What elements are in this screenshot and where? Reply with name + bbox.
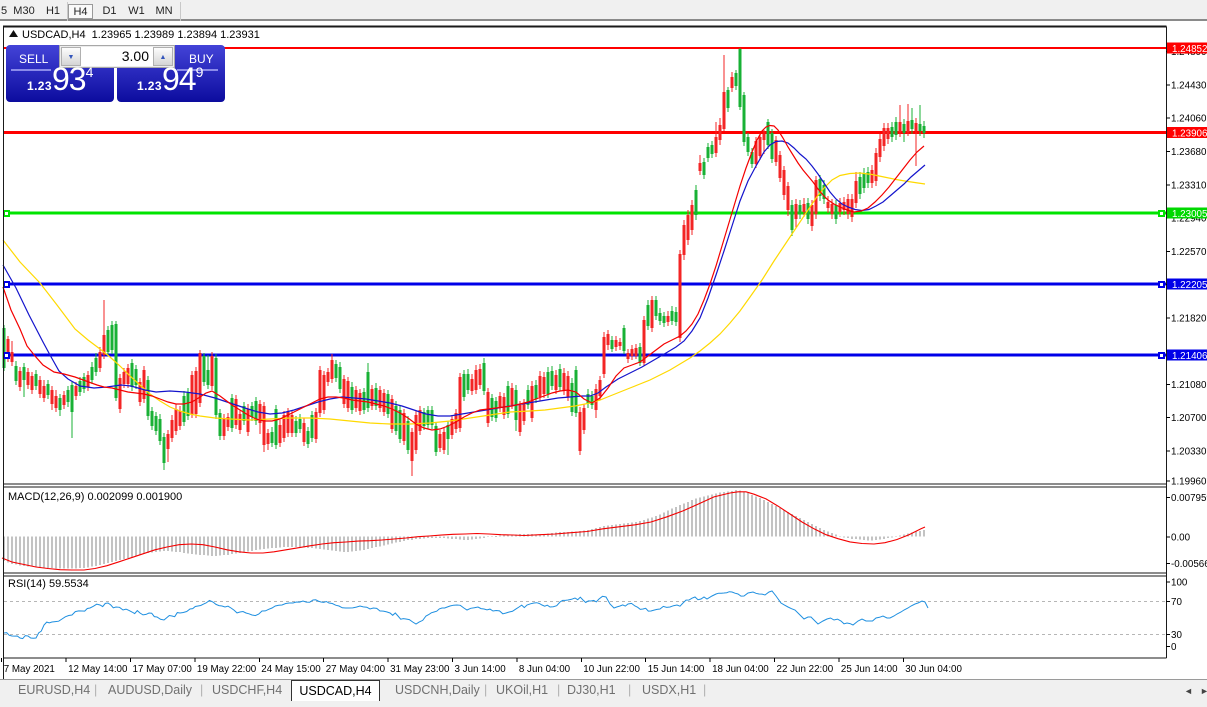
svg-text:1.23005: 1.23005 <box>1172 209 1207 220</box>
svg-text:MACD(12,26,9) 0.002099 0.00190: MACD(12,26,9) 0.002099 0.001900 <box>8 491 182 503</box>
svg-text:18 Jun 04:00: 18 Jun 04:00 <box>712 664 769 675</box>
svg-text:1.24430: 1.24430 <box>1171 81 1207 92</box>
svg-text:1.23680: 1.23680 <box>1171 147 1207 158</box>
svg-text:1.23310: 1.23310 <box>1171 180 1207 191</box>
svg-text:1.22940: 1.22940 <box>1171 214 1207 225</box>
svg-text:1.24852: 1.24852 <box>1172 44 1207 55</box>
svg-text:30 Jun 04:00: 30 Jun 04:00 <box>905 664 962 675</box>
svg-text:1.23906: 1.23906 <box>1172 129 1207 140</box>
svg-text:70: 70 <box>1171 597 1182 608</box>
svg-text:8 Jun 04:00: 8 Jun 04:00 <box>519 664 571 675</box>
svg-text:1.22570: 1.22570 <box>1171 247 1207 258</box>
svg-text:31 May 23:00: 31 May 23:00 <box>390 664 450 675</box>
svg-text:3 Jun 14:00: 3 Jun 14:00 <box>455 664 507 675</box>
svg-text:1.24060: 1.24060 <box>1171 114 1207 125</box>
svg-text:USDCAD,H4 1.23965 1.23989 1.2: USDCAD,H4 1.23965 1.23989 1.23894 1.2393… <box>22 29 260 41</box>
svg-text:12 May 14:00: 12 May 14:00 <box>68 664 128 675</box>
svg-text:0.007959: 0.007959 <box>1171 493 1207 504</box>
svg-text:1.21820: 1.21820 <box>1171 313 1207 324</box>
svg-text:1.22205: 1.22205 <box>1172 280 1207 291</box>
svg-text:1.21406: 1.21406 <box>1172 351 1207 362</box>
svg-text:1.20700: 1.20700 <box>1171 413 1207 424</box>
svg-text:22 Jun 22:00: 22 Jun 22:00 <box>777 664 834 675</box>
svg-text:1.21080: 1.21080 <box>1171 380 1207 391</box>
svg-text:7 May 2021: 7 May 2021 <box>4 664 55 675</box>
svg-text:0: 0 <box>1171 642 1177 653</box>
svg-text:15 Jun 14:00: 15 Jun 14:00 <box>648 664 705 675</box>
svg-text:30: 30 <box>1171 630 1182 641</box>
svg-text:10 Jun 22:00: 10 Jun 22:00 <box>583 664 640 675</box>
svg-text:0.00: 0.00 <box>1171 533 1191 544</box>
svg-text:100: 100 <box>1171 578 1188 589</box>
svg-text:-0.005663: -0.005663 <box>1171 559 1207 570</box>
svg-text:19 May 22:00: 19 May 22:00 <box>197 664 257 675</box>
svg-text:24 May 15:00: 24 May 15:00 <box>261 664 321 675</box>
svg-text:27 May 04:00: 27 May 04:00 <box>326 664 386 675</box>
svg-text:17 May 07:00: 17 May 07:00 <box>133 664 193 675</box>
svg-text:RSI(14) 59.5534: RSI(14) 59.5534 <box>8 578 89 590</box>
svg-text:25 Jun 14:00: 25 Jun 14:00 <box>841 664 898 675</box>
svg-text:1.19960: 1.19960 <box>1171 477 1207 488</box>
svg-text:1.20330: 1.20330 <box>1171 446 1207 457</box>
